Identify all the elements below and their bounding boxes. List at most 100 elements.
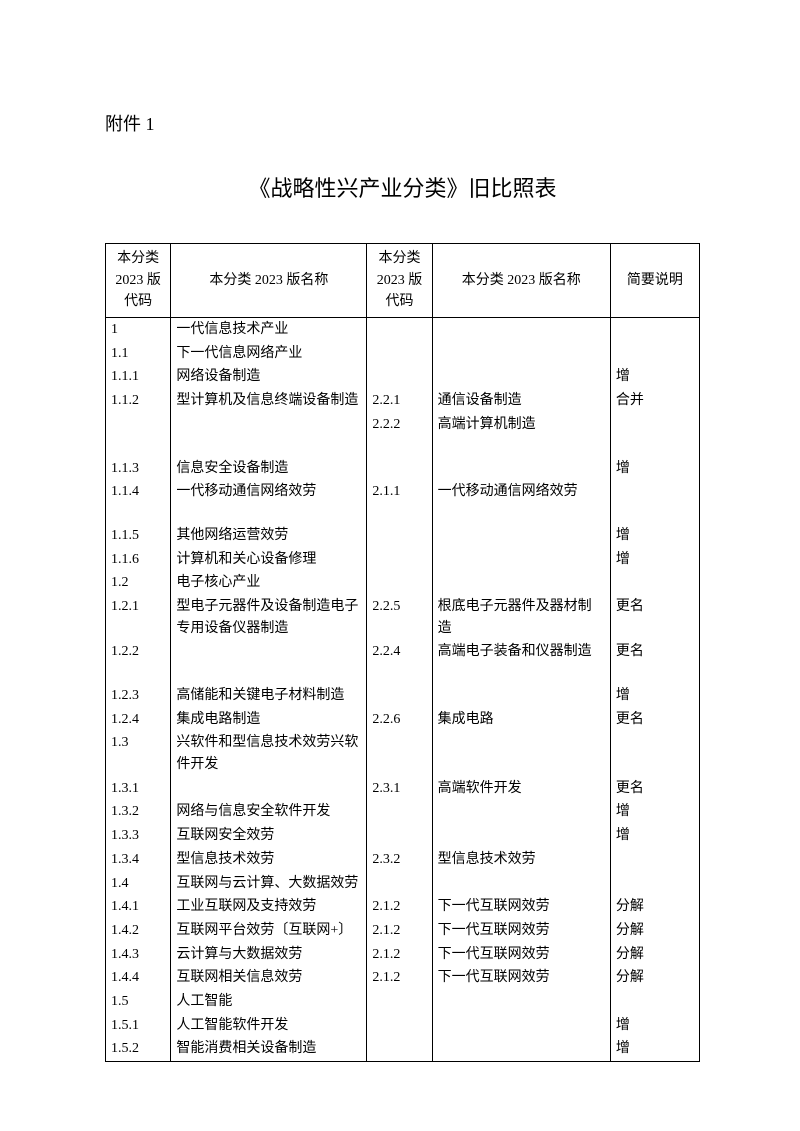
cell-name2 [432,1037,610,1061]
cell-code2 [367,824,432,848]
cell-code1: 1.2.1 [106,595,171,640]
table-row: 1.3.4型信息技术效劳2.3.2型信息技术效劳 [106,848,700,872]
cell-name2 [432,1014,610,1038]
cell-code1: 1.1.5 [106,524,171,548]
cell-code1: 1.3.4 [106,848,171,872]
table-row: 2.2.2高端计算机制造 [106,413,700,437]
spacer-cell [106,504,171,524]
cell-note: 增 [610,800,699,824]
cell-name1: 互联网安全效劳 [171,824,367,848]
spacer-cell [367,437,432,457]
table-row: 1.4.1工业互联网及支持效劳2.1.2下一代互联网效劳分解 [106,895,700,919]
cell-code2 [367,731,432,776]
cell-code1: 1.5.2 [106,1037,171,1061]
cell-code1: 1.4 [106,872,171,896]
cell-code2 [367,571,432,595]
cell-code2 [367,1037,432,1061]
table-row: 1.5人工智能 [106,990,700,1014]
cell-code2 [367,872,432,896]
cell-name2 [432,342,610,366]
cell-name2 [432,824,610,848]
spacer-cell [171,437,367,457]
table-row: 1.2.4集成电路制造2.2.6集成电路更名 [106,708,700,732]
cell-name2: 高端电子装备和仪器制造 [432,640,610,664]
header-name2: 本分类 2023 版名称 [432,244,610,318]
cell-name1: 型电子元器件及设备制造电子专用设备仪器制造 [171,595,367,640]
header-code2: 本分类 2023 版代码 [367,244,432,318]
table-row: 1.4.2互联网平台效劳〔互联网+〕2.1.2下一代互联网效劳分解 [106,919,700,943]
cell-code2: 2.3.1 [367,777,432,801]
header-note: 简要说明 [610,244,699,318]
table-row: 1.3兴软件和型信息技术效劳兴软件开发 [106,731,700,776]
table-row: 1.1.2型计算机及信息终端设备制造2.2.1通信设备制造合并 [106,389,700,413]
table-row: 1.3.3互联网安全效劳增 [106,824,700,848]
table-row: 1.1下一代信息网络产业 [106,342,700,366]
cell-name2 [432,457,610,481]
cell-name1: 一代移动通信网络效劳 [171,480,367,504]
cell-note: 增 [610,684,699,708]
spacer-cell [610,504,699,524]
cell-note: 分解 [610,943,699,967]
cell-code1: 1.2.4 [106,708,171,732]
cell-note: 增 [610,365,699,389]
cell-name1 [171,777,367,801]
cell-name1 [171,413,367,437]
cell-name1: 工业互联网及支持效劳 [171,895,367,919]
comparison-table: 本分类 2023 版代码 本分类 2023 版名称 本分类 2023 版代码 本… [105,243,700,1062]
cell-name2: 高端软件开发 [432,777,610,801]
cell-note: 更名 [610,777,699,801]
spacer-cell [171,504,367,524]
cell-name2 [432,872,610,896]
cell-name2: 一代移动通信网络效劳 [432,480,610,504]
cell-code1 [106,413,171,437]
cell-code1: 1.1.4 [106,480,171,504]
table-row: 1.4.3云计算与大数据效劳2.1.2下一代互联网效劳分解 [106,943,700,967]
cell-code2: 2.2.4 [367,640,432,664]
cell-name1: 互联网与云计算、大数据效劳 [171,872,367,896]
cell-name2 [432,990,610,1014]
cell-code1: 1.4.1 [106,895,171,919]
cell-name2: 下一代互联网效劳 [432,895,610,919]
cell-code2 [367,1014,432,1038]
table-row: 1.5.2智能消费相关设备制造增 [106,1037,700,1061]
cell-note: 增 [610,1037,699,1061]
table-row: 1.4互联网与云计算、大数据效劳 [106,872,700,896]
cell-name2: 下一代互联网效劳 [432,919,610,943]
cell-name2: 通信设备制造 [432,389,610,413]
cell-name1: 兴软件和型信息技术效劳兴软件开发 [171,731,367,776]
cell-code2: 2.3.2 [367,848,432,872]
cell-note: 分解 [610,895,699,919]
cell-name1: 集成电路制造 [171,708,367,732]
table-row: 1.2电子核心产业 [106,571,700,595]
cell-name2 [432,318,610,342]
table-row: 1.2.3高储能和关键电子材料制造增 [106,684,700,708]
spacer-cell [106,437,171,457]
table-header-row: 本分类 2023 版代码 本分类 2023 版名称 本分类 2023 版代码 本… [106,244,700,318]
cell-code2: 2.1.2 [367,895,432,919]
cell-name1: 高储能和关键电子材料制造 [171,684,367,708]
cell-code1: 1.4.4 [106,966,171,990]
cell-name2: 集成电路 [432,708,610,732]
table-row: 1.4.4互联网相关信息效劳2.1.2下一代互联网效劳分解 [106,966,700,990]
spacer-cell [432,437,610,457]
cell-name1: 型计算机及信息终端设备制造 [171,389,367,413]
table-body: 1一代信息技术产业1.1下一代信息网络产业1.1.1网络设备制造增1.1.2型计… [106,318,700,1062]
cell-code1: 1.5 [106,990,171,1014]
cell-code2 [367,684,432,708]
cell-code1: 1.3.1 [106,777,171,801]
cell-note [610,848,699,872]
cell-note [610,990,699,1014]
spacer-cell [171,664,367,684]
cell-code1: 1.4.3 [106,943,171,967]
cell-code1: 1.4.2 [106,919,171,943]
cell-name1: 型信息技术效劳 [171,848,367,872]
table-row [106,664,700,684]
cell-note: 合并 [610,389,699,413]
spacer-cell [367,664,432,684]
table-row [106,504,700,524]
cell-name2: 下一代互联网效劳 [432,966,610,990]
cell-code1: 1.3.3 [106,824,171,848]
cell-code2: 2.1.2 [367,966,432,990]
cell-code2: 2.2.5 [367,595,432,640]
cell-code2: 2.2.1 [367,389,432,413]
